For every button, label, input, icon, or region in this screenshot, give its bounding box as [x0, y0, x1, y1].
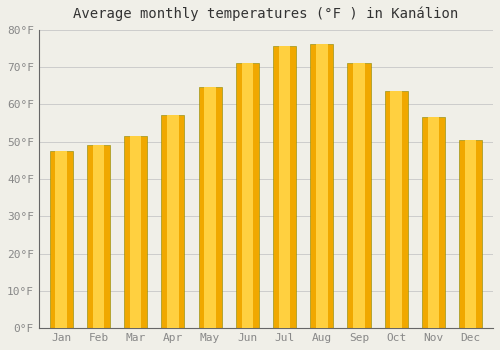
Bar: [236, 63, 259, 328]
Bar: [124, 136, 147, 328]
Bar: [316, 44, 328, 328]
Title: Average monthly temperatures (°F ) in Kanálion: Average monthly temperatures (°F ) in Ka…: [74, 7, 458, 21]
Bar: [279, 46, 290, 328]
Bar: [428, 117, 440, 328]
Bar: [242, 63, 253, 328]
Bar: [384, 91, 408, 328]
Bar: [204, 88, 216, 328]
Bar: [167, 116, 178, 328]
Bar: [310, 44, 334, 328]
Bar: [56, 151, 67, 328]
Bar: [353, 63, 365, 328]
Bar: [465, 140, 476, 328]
Bar: [162, 116, 184, 328]
Bar: [87, 145, 110, 328]
Bar: [422, 117, 445, 328]
Bar: [92, 145, 104, 328]
Bar: [390, 91, 402, 328]
Bar: [50, 151, 72, 328]
Bar: [198, 88, 222, 328]
Bar: [348, 63, 370, 328]
Bar: [130, 136, 141, 328]
Bar: [273, 46, 296, 328]
Bar: [459, 140, 482, 328]
